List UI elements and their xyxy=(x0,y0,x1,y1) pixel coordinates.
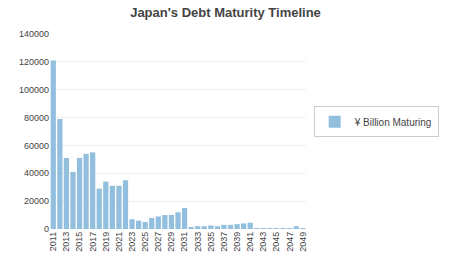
svg-text:2013: 2013 xyxy=(61,232,71,252)
svg-text:2029: 2029 xyxy=(166,232,176,252)
svg-text:2019: 2019 xyxy=(101,232,111,252)
svg-text:80000: 80000 xyxy=(24,113,49,123)
svg-text:20000: 20000 xyxy=(24,196,49,206)
svg-text:40000: 40000 xyxy=(24,168,49,178)
svg-text:2039: 2039 xyxy=(232,232,242,252)
svg-text:2017: 2017 xyxy=(88,232,98,252)
svg-text:2037: 2037 xyxy=(219,232,229,252)
svg-text:2031: 2031 xyxy=(179,232,189,252)
svg-text:¥ Billion Maturing: ¥ Billion Maturing xyxy=(354,117,432,128)
svg-text:2035: 2035 xyxy=(206,232,216,252)
svg-text:2033: 2033 xyxy=(193,232,203,252)
svg-text:2045: 2045 xyxy=(271,232,281,252)
svg-text:2021: 2021 xyxy=(114,232,124,252)
svg-text:2043: 2043 xyxy=(258,232,268,252)
svg-text:2047: 2047 xyxy=(285,232,295,252)
svg-text:2027: 2027 xyxy=(153,232,163,252)
svg-text:2041: 2041 xyxy=(245,232,255,252)
svg-text:120000: 120000 xyxy=(19,57,49,67)
svg-text:2025: 2025 xyxy=(140,232,150,252)
svg-text:100000: 100000 xyxy=(19,85,49,95)
svg-text:2015: 2015 xyxy=(74,232,84,252)
svg-text:140000: 140000 xyxy=(19,29,49,39)
svg-text:0: 0 xyxy=(44,224,49,234)
svg-text:2049: 2049 xyxy=(298,232,308,252)
svg-text:Japan's Debt Maturity Timeline: Japan's Debt Maturity Timeline xyxy=(130,5,321,20)
svg-text:2011: 2011 xyxy=(48,232,58,251)
svg-text:2023: 2023 xyxy=(127,232,137,252)
svg-text:60000: 60000 xyxy=(24,141,49,151)
